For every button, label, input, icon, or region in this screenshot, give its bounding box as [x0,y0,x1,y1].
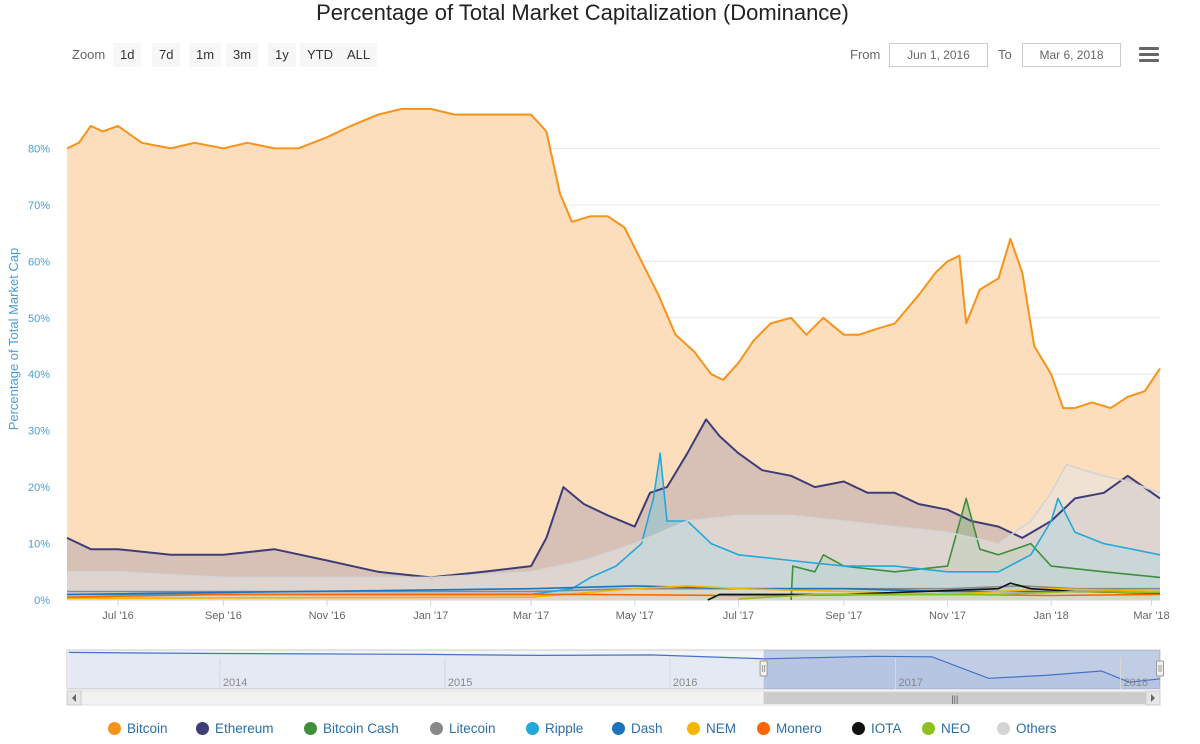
legend-label: NEO [941,721,971,736]
legend-marker-icon [612,722,625,735]
scrollbar-thumb[interactable] [763,692,1146,704]
legend-item-nem[interactable]: NEM [687,718,736,740]
y-tick-label: 40% [28,369,50,381]
legend-marker-icon [687,722,700,735]
legend: Bitcoin Ethereum Bitcoin Cash Litecoin Rippl… [0,718,1200,740]
zoom-button-1m[interactable]: 1m [189,43,222,67]
series-line-bitcoin-cash[interactable] [790,497,1161,601]
scrollbar-grip-icon: ||| [951,694,958,704]
x-tick-label: Jul '16 [102,610,133,622]
legend-item-litecoin[interactable]: Litecoin [430,718,496,740]
arrow-left-icon [72,694,76,702]
legend-item-neo[interactable]: NEO [922,718,970,740]
y-axis-label: Percentage of Total Market Cap [6,248,21,431]
x-tick-label: Nov '16 [309,610,346,622]
y-tick-label: 80% [28,143,50,155]
navigator-selection[interactable] [763,650,1160,689]
navigator-year-label: 2016 [673,677,697,689]
legend-label: IOTA [871,721,902,736]
navigator-year-label: 2017 [899,677,923,689]
legend-item-others[interactable]: Others [997,718,1057,740]
legend-item-monero[interactable]: Monero [757,718,822,740]
x-tick-label: Jan '17 [413,610,448,622]
x-tick-label: Mar '18 [1133,610,1169,622]
series-lines [66,107,1161,601]
x-tick-label: Sep '16 [205,610,242,622]
to-date-input[interactable]: Mar 6, 2018 [1022,43,1121,67]
y-tick-label: 10% [28,539,50,551]
legend-label: Others [1016,721,1057,736]
y-tick-label: 70% [28,200,50,212]
legend-marker-icon [108,722,121,735]
legend-marker-icon [997,722,1010,735]
legend-item-iota[interactable]: IOTA [852,718,902,740]
navigator-handle-right[interactable] [1156,660,1164,677]
legend-label: NEM [706,721,736,736]
legend-marker-icon [757,722,770,735]
zoom-button-1d[interactable]: 1d [113,43,142,67]
legend-label: Bitcoin [127,721,168,736]
x-tick-label: Jan '18 [1034,610,1069,622]
legend-item-bitcoin[interactable]: Bitcoin [108,718,168,740]
legend-label: Bitcoin Cash [323,721,399,736]
navigator-line [68,651,1161,683]
arrow-right-icon [1151,694,1155,702]
legend-label: Ripple [545,721,584,736]
legend-marker-icon [430,722,443,735]
legend-marker-icon [852,722,865,735]
y-tick-label: 30% [28,426,50,438]
legend-item-dash[interactable]: Dash [612,718,663,740]
y-axis-ticks: 0% 10% 20% 30% 40% 50% 60% 70% 80% [28,143,50,607]
legend-label: Ethereum [215,721,274,736]
series-line-others[interactable] [67,463,1161,579]
to-label: To [998,47,1012,62]
x-tick-label: May '17 [616,610,654,622]
x-axis-ticks: Jul '16 Sep '16 Nov '16 Jan '17 Mar '17 May '… [102,600,1170,622]
legend-label: Litecoin [449,721,496,736]
x-tick-label: Nov '17 [929,610,966,622]
navigator-year-label: 2018 [1124,677,1148,689]
y-tick-label: 0% [34,595,50,607]
zoom-button-1y[interactable]: 1y [268,43,296,67]
series-line-ethereum[interactable] [66,418,1161,579]
y-tick-label: 60% [28,256,50,268]
navigator-background [66,649,1161,690]
zoom-button-all[interactable]: ALL [340,43,378,67]
zoom-button-7d[interactable]: 7d [152,43,181,67]
series-line-dash[interactable] [66,585,1160,596]
zoom-button-ytd[interactable]: YTD [300,43,340,67]
navigator-year-label: 2014 [223,677,247,689]
y-tick-label: 20% [28,482,50,494]
series-line-monero[interactable] [66,593,1161,598]
y-tick-label: 50% [28,313,50,325]
navigator: 2014 2015 2016 2017 2018 [66,649,1164,690]
legend-label: Dash [631,721,663,736]
series-area-bitcoin [67,108,1160,601]
navigator-handle-left[interactable] [759,660,768,677]
chart-title: Percentage of Total Market Capitalizatio… [316,0,849,25]
navigator-area [68,652,1160,689]
legend-item-ripple[interactable]: Ripple [526,718,583,740]
legend-marker-icon [196,722,209,735]
series-line-bitcoin[interactable] [66,107,1161,410]
x-tick-label: Sep '17 [825,610,862,622]
legend-item-ethereum[interactable]: Ethereum [196,718,274,740]
zoom-label: Zoom [72,47,106,62]
series-line-neo[interactable] [738,590,1161,600]
x-tick-label: Jul '17 [723,610,754,622]
navigator-year-label: 2015 [448,677,472,689]
scrollbar: ||| [66,690,1161,706]
legend-marker-icon [526,722,539,735]
legend-marker-icon [304,722,317,735]
legend-marker-icon [922,722,935,735]
series-line-ripple[interactable] [67,452,1161,596]
legend-item-bitcoin-cash[interactable]: Bitcoin Cash [304,718,399,740]
hamburger-menu-icon[interactable] [1139,47,1159,63]
from-label: From [850,47,881,62]
from-date-input[interactable]: Jun 1, 2016 [889,43,988,67]
zoom-button-3m[interactable]: 3m [226,43,259,67]
legend-label: Monero [776,721,822,736]
x-tick-label: Mar '17 [513,610,549,622]
